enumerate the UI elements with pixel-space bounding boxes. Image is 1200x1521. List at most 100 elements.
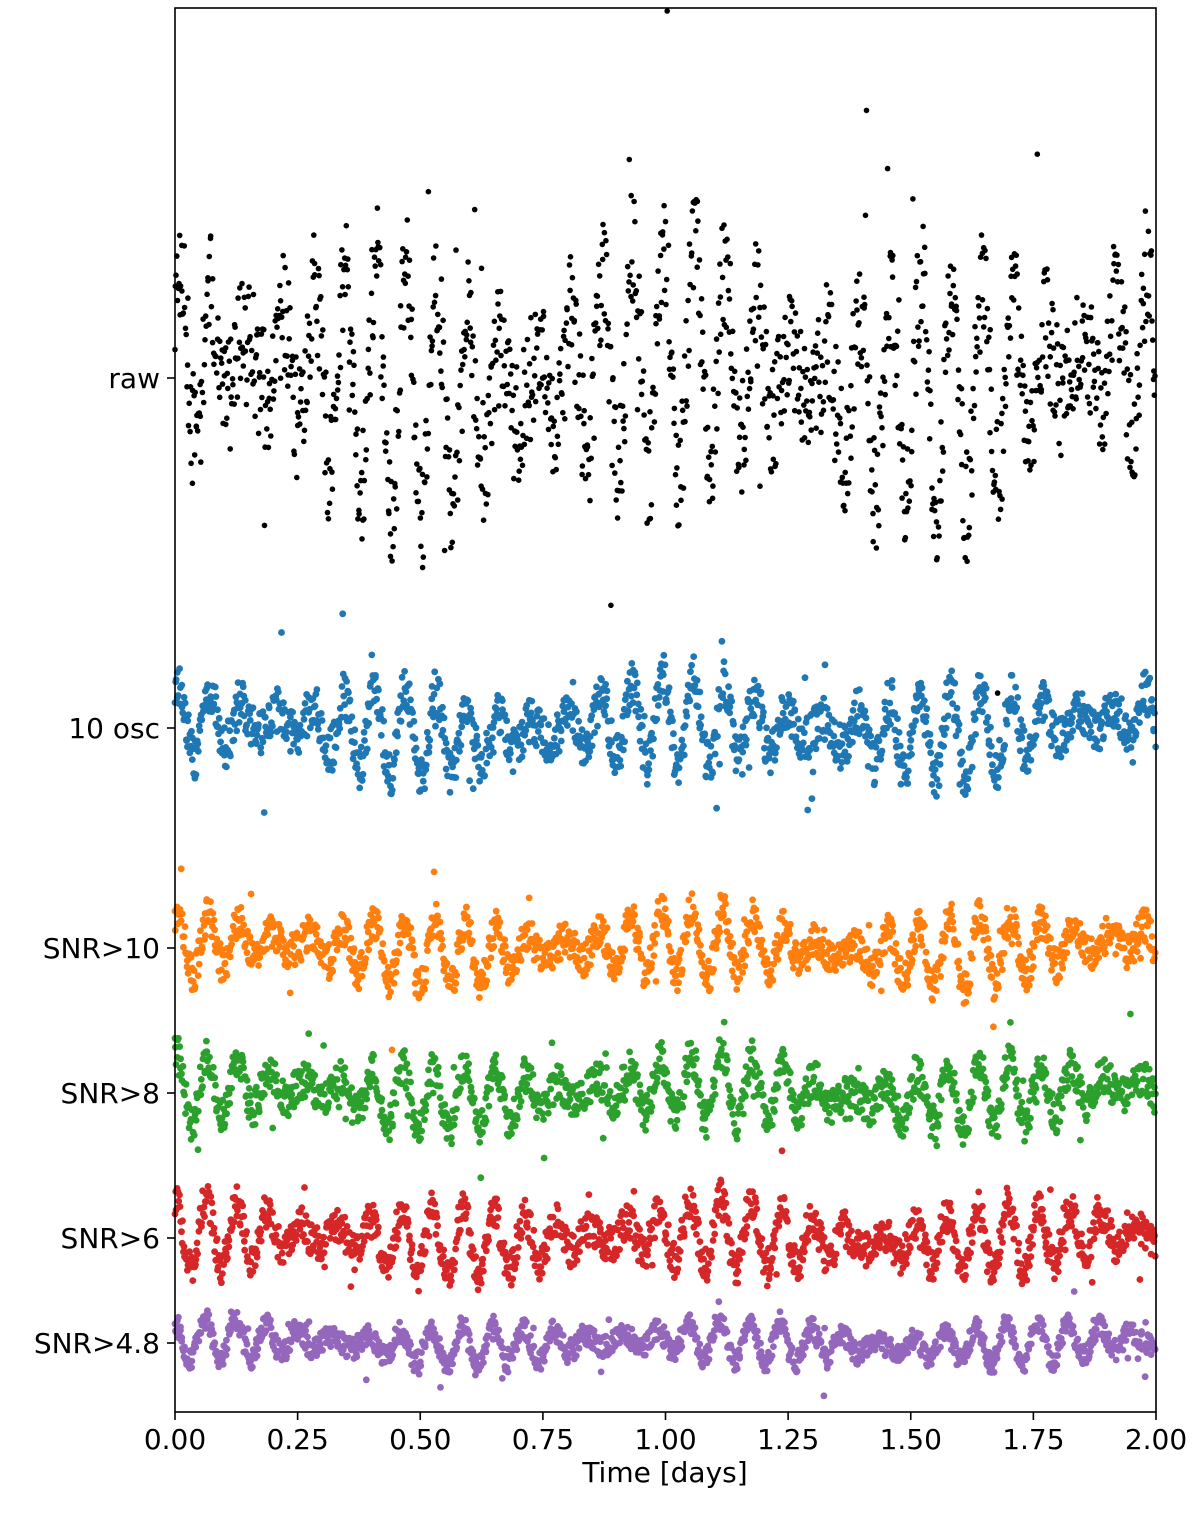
data-point (1022, 383, 1028, 389)
data-point (226, 727, 234, 735)
data-point (804, 398, 810, 404)
data-point (181, 699, 189, 707)
data-point (1114, 723, 1122, 731)
data-point (206, 1053, 213, 1061)
data-point (944, 352, 951, 359)
data-point (955, 957, 963, 965)
data-point (513, 364, 520, 370)
data-point (694, 703, 702, 711)
data-point (196, 727, 204, 734)
data-point (216, 394, 223, 401)
data-point (592, 320, 599, 326)
data-point (876, 404, 883, 410)
data-point (194, 747, 202, 755)
data-point (354, 426, 361, 432)
data-point (809, 380, 815, 387)
data-point (234, 394, 241, 400)
data-point (940, 954, 947, 962)
data-point (347, 339, 353, 346)
data-point (773, 744, 780, 751)
data-point (431, 299, 438, 306)
data-point (892, 940, 900, 947)
data-point (947, 290, 953, 297)
data-point (693, 676, 701, 684)
data-point (1106, 368, 1112, 375)
data-point (200, 399, 207, 406)
data-point (771, 412, 777, 418)
data-point (849, 424, 855, 430)
data-point (626, 156, 633, 163)
data-point (1121, 370, 1127, 376)
data-point (1057, 753, 1065, 761)
data-point (341, 701, 348, 708)
data-point (1088, 304, 1095, 310)
data-point (482, 444, 489, 451)
data-point (616, 756, 624, 764)
data-point (907, 478, 913, 484)
data-point (907, 736, 915, 744)
data-point (736, 464, 742, 471)
data-point (422, 965, 430, 973)
data-point (231, 401, 237, 407)
data-point (1123, 432, 1130, 438)
data-point (742, 434, 748, 441)
data-point (624, 707, 632, 715)
data-point (661, 661, 669, 669)
data-point (557, 737, 565, 745)
data-point (342, 1079, 350, 1086)
data-point (316, 272, 322, 279)
data-point (710, 483, 716, 489)
data-point (619, 954, 627, 961)
data-point (345, 923, 353, 931)
data-point (1013, 252, 1020, 259)
data-point (432, 292, 439, 299)
data-point (316, 366, 323, 372)
data-point (655, 693, 663, 701)
data-point (1049, 300, 1055, 307)
data-point (973, 369, 979, 375)
data-point (283, 728, 290, 736)
data-point (519, 747, 527, 754)
data-point (176, 1043, 184, 1050)
data-point (303, 732, 311, 740)
data-point (221, 959, 229, 967)
data-point (308, 336, 315, 342)
data-point (842, 507, 848, 514)
data-point (791, 407, 798, 414)
data-point (390, 979, 398, 987)
data-point (669, 717, 676, 725)
data-point (395, 433, 402, 440)
data-point (638, 954, 646, 962)
data-point (1112, 690, 1120, 698)
data-point (735, 756, 743, 764)
data-point (1003, 381, 1009, 387)
data-point (593, 303, 600, 310)
data-point (796, 365, 803, 371)
data-point (354, 483, 360, 489)
data-point (588, 455, 594, 462)
data-point (851, 942, 858, 949)
data-point (599, 241, 606, 248)
data-point (603, 695, 611, 703)
data-point (1148, 248, 1155, 254)
data-point (980, 324, 987, 330)
data-point (728, 967, 736, 975)
data-point (1028, 462, 1034, 469)
data-point (1129, 419, 1135, 426)
data-point (476, 433, 482, 440)
data-point (569, 274, 576, 281)
data-point (559, 391, 565, 398)
data-point (791, 706, 799, 713)
data-point (305, 353, 312, 360)
data-point (553, 466, 559, 473)
data-point (184, 717, 192, 725)
data-point (381, 382, 387, 389)
data-point (1030, 741, 1037, 749)
data-point (752, 914, 760, 921)
data-point (716, 760, 723, 768)
data-point (522, 727, 530, 734)
data-point (876, 961, 884, 969)
data-point (407, 1078, 414, 1086)
data-point (178, 1070, 185, 1078)
data-point (1128, 458, 1134, 465)
